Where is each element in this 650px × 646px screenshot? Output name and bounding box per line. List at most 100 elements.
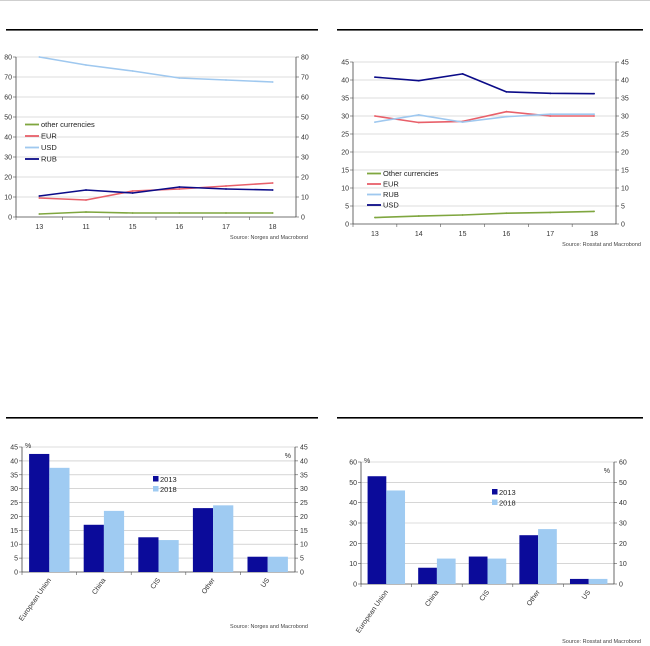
bar-2018-china (436, 558, 456, 584)
data-point (38, 197, 41, 199)
data-point (461, 121, 464, 124)
bar-2013-other (192, 508, 214, 572)
chart-2-svg: 0 0 5 5 10 10 15 15 20 20 25 25 30 30 35 35 40 40 45 45 13 14… (337, 29, 643, 248)
data-point (85, 189, 87, 191)
x-tick-label: 15 (129, 224, 137, 231)
x-tick-label: 11 (82, 224, 89, 231)
bar-2018-us (588, 578, 608, 584)
data-point (505, 90, 508, 93)
x-tick-label: 16 (175, 224, 183, 231)
x-category-label: China (424, 589, 440, 608)
data-point (178, 186, 181, 188)
source-note: Source: Norges and Macrobond (230, 624, 308, 630)
data-point (178, 188, 181, 190)
legend-label: 2018 (160, 485, 177, 494)
data-point (417, 79, 420, 82)
y-tick-label-right: 15 (621, 168, 629, 175)
data-point (374, 121, 376, 124)
y-tick-label-left: 60 (4, 95, 12, 102)
x-category-label: CIS (150, 577, 163, 591)
y-tick-label-left: 10 (341, 186, 349, 193)
data-point (178, 212, 181, 214)
y-tick-label-left: 0 (345, 222, 349, 229)
series-line-eur (374, 110, 595, 124)
y-tick-label-left: 45 (341, 60, 349, 67)
y-tick-label-left: 20 (4, 175, 12, 182)
y-tick-label-right: 40 (300, 458, 308, 465)
data-point (225, 212, 227, 214)
x-tick-label: 18 (269, 224, 277, 231)
y-tick-label-left: 35 (10, 472, 18, 479)
y-tick-label-right: 40 (619, 500, 627, 507)
data-point (549, 92, 552, 95)
x-tick-label: 16 (503, 231, 511, 238)
legend-swatch (492, 499, 498, 505)
y-tick-label-left: 25 (341, 132, 349, 139)
y-tick-label-right: 10 (621, 186, 629, 193)
bar-2013-cis (138, 537, 159, 572)
bar-2018-other (213, 505, 234, 572)
y-tick-label-right: 45 (300, 445, 308, 452)
bar-2013-us (247, 556, 268, 572)
data-point (85, 199, 87, 201)
y-tick-label-right: 0 (619, 582, 623, 589)
y-tick-label-left: 0 (8, 215, 12, 222)
source-note: Source: Rosstat and Macrobond (562, 639, 641, 645)
y-tick-label-right: 10 (619, 561, 627, 568)
y-tick-label-right: 50 (619, 480, 627, 487)
x-category-label: Other (526, 589, 542, 608)
bar-2018-cis (487, 558, 507, 584)
y-tick-label-left: 15 (10, 528, 18, 535)
y-tick-label-right: 20 (621, 150, 629, 157)
data-point (549, 115, 552, 117)
x-tick-label: 17 (222, 224, 230, 231)
bar-2013-european-union (29, 453, 50, 572)
data-point (38, 195, 41, 197)
y-tick-label-left: 40 (341, 78, 349, 85)
x-tick-label: 17 (546, 231, 554, 238)
y-tick-label-right: 25 (621, 132, 629, 139)
y-tick-label-left: 40 (4, 135, 12, 142)
data-point (505, 212, 508, 215)
bar-2018-european-union (49, 467, 70, 572)
data-point (374, 76, 376, 79)
page-top-rule (0, 0, 650, 1)
y-tick-label-left: 40 (349, 500, 357, 507)
y-tick-label-right: 70 (301, 75, 309, 82)
x-tick-label: 14 (415, 231, 423, 238)
data-point (417, 121, 420, 124)
x-tick-label: 15 (459, 231, 467, 238)
series-line-rub (374, 113, 595, 123)
bar-2013-china (83, 524, 104, 572)
y-tick-label-left: 30 (341, 114, 349, 121)
x-category-label: US (260, 577, 272, 589)
y-tick-label-right: 5 (300, 556, 304, 563)
y-tick-label-right: 10 (301, 195, 309, 202)
data-point (225, 79, 227, 81)
y-tick-label-left: 50 (349, 480, 357, 487)
y-tick-label-right: 0 (300, 570, 304, 577)
data-point (131, 190, 134, 192)
legend-label: RUB (41, 155, 57, 164)
y-tick-label-right: 60 (619, 460, 627, 467)
y-tick-label-right: 80 (301, 55, 309, 62)
y-tick-label-left: 70 (4, 75, 12, 82)
x-tick-label: 13 (35, 224, 43, 231)
y-tick-label-right: 25 (300, 500, 308, 507)
data-point (85, 211, 87, 213)
chart-header-rule (337, 417, 643, 419)
y-tick-label-left: 60 (349, 460, 357, 467)
data-point (505, 110, 508, 113)
data-point (593, 115, 595, 117)
chart-panel-1: 0 0 10 10 20 20 30 30 40 40 50 50 60 60 70 70 80 80 13 11 15… (0, 26, 325, 246)
y-tick-label-right: 40 (621, 78, 629, 85)
data-point (271, 212, 274, 214)
y-tick-label-right: 0 (621, 222, 625, 229)
unit-label-right: % (285, 453, 291, 460)
y-tick-label-right: 5 (621, 204, 625, 211)
y-tick-label-right: 20 (619, 541, 627, 548)
y-tick-label-left: 10 (4, 195, 12, 202)
x-category-label: Other (201, 577, 217, 596)
legend-swatch (153, 476, 159, 482)
source-note: Source: Rosstat and Macrobond (562, 242, 641, 248)
